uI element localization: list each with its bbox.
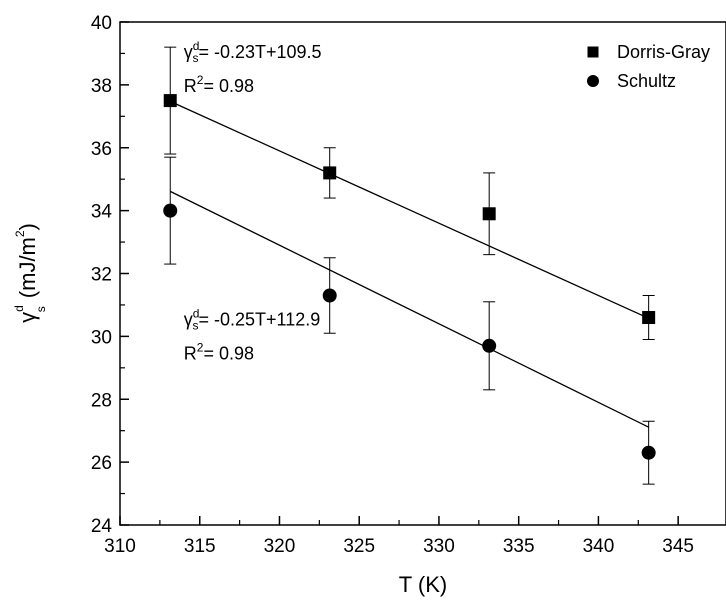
- y-axis-title-unit-superscript: 2: [13, 230, 27, 237]
- annotation-r2-symbol: R: [184, 343, 197, 363]
- y-axis-tick-label: 36: [91, 139, 112, 160]
- x-axis-tick-label: 315: [184, 536, 216, 557]
- annotation-r2-superscript: 2: [197, 73, 204, 87]
- y-axis-tick-label: 34: [91, 202, 113, 223]
- y-axis-tick-label: 38: [91, 76, 112, 97]
- fit-line-dorris-gray: [169, 100, 649, 319]
- data-markers: [163, 94, 656, 460]
- y-axis-ticks: 24 26 28 30 32 34 36 38 40: [91, 13, 129, 537]
- annotation-superscript: d: [193, 39, 200, 53]
- annotation-r2-1: R2= 0.98: [184, 73, 254, 96]
- y-axis-tick-label: 26: [91, 453, 112, 474]
- y-axis-title-superscript: d: [12, 305, 26, 312]
- annotation-r2-text: = 0.98: [203, 76, 254, 96]
- x-axis-tick-label: 320: [264, 536, 296, 557]
- annotation-equation-1: γd s= -0.23T+109.5: [184, 39, 322, 65]
- x-axis-tick-label: 325: [343, 536, 375, 557]
- y-axis-tick-label: 30: [91, 327, 112, 348]
- fit-lines: [169, 100, 649, 428]
- x-axis-tick-label: 345: [662, 536, 694, 557]
- y-axis-tick-label: 32: [91, 265, 112, 286]
- annotation-equation-2: γd s= -0.25T+112.9: [184, 306, 320, 332]
- dorris-gray-point: [642, 311, 656, 325]
- x-axis-tick-label: 335: [503, 536, 535, 557]
- annotation-r2-superscript: 2: [197, 340, 204, 354]
- dorris-gray-point: [163, 94, 177, 108]
- legend: Dorris-Gray Schultz: [587, 42, 710, 91]
- annotation-symbol: γ: [184, 309, 193, 329]
- annotation-r2-text: = 0.98: [203, 343, 254, 363]
- annotation-subscript: s: [192, 51, 198, 65]
- error-bars: [164, 46, 655, 485]
- annotation-equation-text: = -0.25T+112.9: [198, 309, 320, 329]
- legend-square-marker: [587, 46, 599, 58]
- y-axis-title-symbol: γ: [15, 312, 40, 323]
- x-axis-tick-label: 340: [583, 536, 615, 557]
- y-axis-tick-label: 28: [91, 390, 112, 411]
- annotation-equation-text: = -0.23T+109.5: [198, 42, 321, 62]
- y-axis-title: γd s (mJ/m2): [12, 223, 48, 323]
- annotation-r2-2: R2= 0.98: [184, 340, 254, 363]
- x-axis-tick-label: 310: [104, 536, 136, 557]
- y-axis-tick-label: 24: [91, 516, 113, 537]
- y-axis-title-unit-prefix: (mJ/m: [15, 237, 40, 298]
- x-axis-ticks: 310 315 320 325 330 335 340 345: [104, 516, 694, 557]
- legend-label-dorris-gray: Dorris-Gray: [617, 42, 710, 62]
- y-axis-title-subscript: s: [34, 306, 48, 312]
- annotation-symbol: γ: [184, 42, 193, 62]
- y-axis-tick-label: 40: [91, 13, 112, 34]
- legend-circle-marker: [587, 75, 599, 87]
- annotation-r2-symbol: R: [184, 76, 197, 96]
- schultz-point: [322, 288, 337, 303]
- plot-frame: [119, 21, 726, 526]
- schultz-point: [163, 203, 178, 218]
- svg-text:γds(mJ/m2): γd s (mJ/m2): [12, 223, 48, 323]
- x-axis-tick-label: 330: [423, 536, 455, 557]
- schultz-point: [482, 338, 497, 353]
- dorris-gray-point: [482, 207, 496, 221]
- x-axis-title: T (K): [399, 572, 447, 597]
- fit-line-schultz: [169, 190, 649, 428]
- schultz-point: [641, 445, 656, 460]
- dorris-gray-point: [323, 166, 337, 180]
- legend-label-schultz: Schultz: [617, 71, 676, 91]
- y-axis-title-unit-suffix: ): [15, 223, 40, 230]
- annotation-subscript: s: [192, 318, 198, 332]
- annotation-superscript: d: [193, 306, 200, 320]
